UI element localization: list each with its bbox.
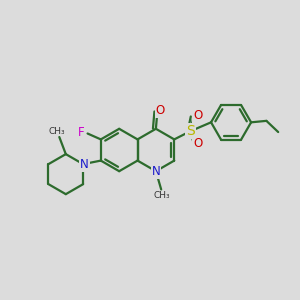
Text: N: N	[152, 165, 160, 178]
Text: CH₃: CH₃	[48, 127, 65, 136]
Text: F: F	[78, 125, 85, 139]
Text: CH₃: CH₃	[154, 191, 170, 200]
Text: S: S	[186, 124, 195, 138]
Text: N: N	[80, 158, 89, 171]
Text: O: O	[193, 137, 203, 150]
Text: O: O	[193, 109, 203, 122]
Text: O: O	[156, 104, 165, 117]
